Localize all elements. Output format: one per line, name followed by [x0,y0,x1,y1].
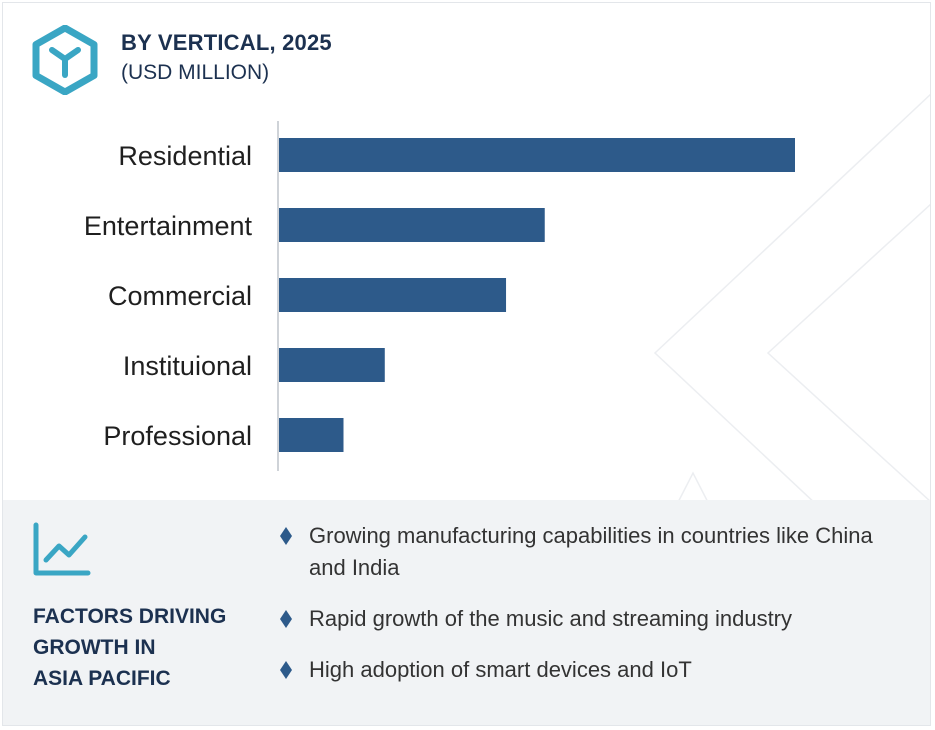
cube-logo-icon [32,25,98,95]
factors-title: FACTORS DRIVING GROWTH IN ASIA PACIFIC [33,605,227,690]
factors-panel: FACTORS DRIVING GROWTH IN ASIA PACIFIC G… [3,500,930,725]
growth-chart-icon [33,522,91,576]
factor-text: Growing manufacturing capabilities in co… [309,523,873,580]
bar-commercial [279,278,507,312]
factor-text: High adoption of smart devices and IoT [309,657,692,682]
diamond-bullet-icon [280,661,292,679]
category-label: Entertainment [84,211,253,241]
diamond-bullet-icon [280,527,292,545]
factor-item: Growing manufacturing capabilities in co… [279,520,909,584]
diamond-bullet-icon [280,610,292,628]
bar-entertainment [279,208,545,242]
factor-text: Rapid growth of the music and streaming … [309,606,793,631]
category-label: Instituional [123,351,252,381]
factor-item: High adoption of smart devices and IoT [279,654,909,686]
category-label: Commercial [108,281,252,311]
bar-professional [279,418,344,452]
chart-title: BY VERTICAL, 2025 [121,30,332,55]
bar-residential [279,138,795,172]
category-label: Residential [118,141,252,171]
factors-list: Growing manufacturing capabilities in co… [279,520,909,686]
bar-chart: Residential Entertainment Commercial Instit… [84,121,795,471]
factor-item: Rapid growth of the music and streaming … [279,603,909,635]
category-label: Professional [103,421,252,451]
bar-instituional [279,348,385,382]
chart-subtitle: (USD MILLION) [121,61,270,84]
